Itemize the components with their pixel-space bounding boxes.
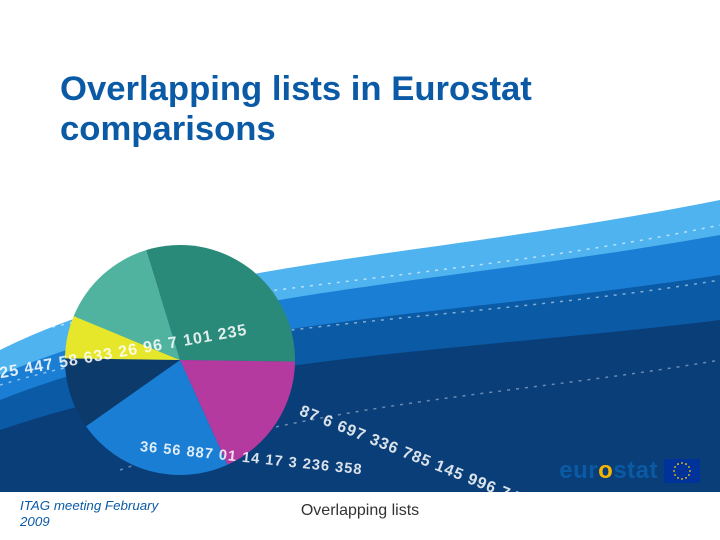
eu-flag-icon bbox=[664, 459, 700, 483]
footer-center-text: Overlapping lists bbox=[0, 502, 720, 520]
slide-title: Overlapping lists in Eurostat comparison… bbox=[60, 70, 600, 150]
slide: Overlapping lists in Eurostat comparison… bbox=[0, 0, 720, 540]
logo-text-prefix: eur bbox=[559, 457, 598, 484]
logo-text-suffix: stat bbox=[613, 457, 658, 484]
logo-text: eurostat bbox=[559, 457, 658, 485]
logo-text-accent: o bbox=[598, 457, 613, 484]
eurostat-logo: eurostat bbox=[559, 457, 700, 485]
